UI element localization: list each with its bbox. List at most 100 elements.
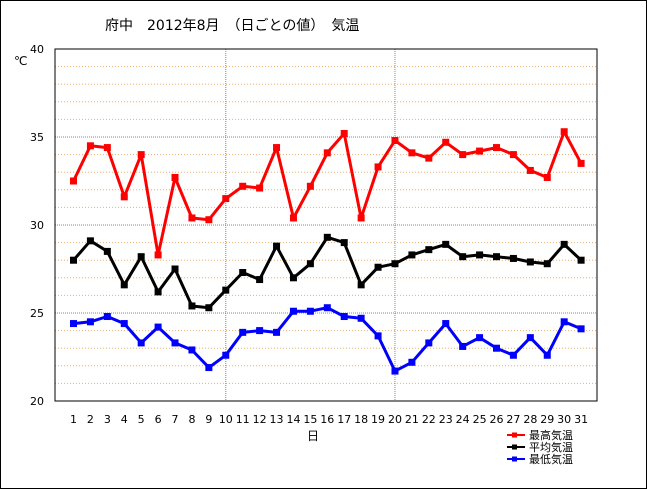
x-tick-label: 1 — [70, 413, 77, 426]
data-point — [459, 253, 467, 261]
data-point — [391, 367, 399, 375]
data-point — [103, 313, 111, 321]
data-point — [273, 242, 281, 250]
chart-title: 府中 2012年8月 （日ごとの値） 気温 — [105, 18, 359, 34]
data-point — [306, 260, 314, 268]
data-point — [577, 256, 585, 264]
x-tick-label: 28 — [523, 413, 537, 426]
data-point — [391, 260, 399, 268]
x-tick-label: 29 — [540, 413, 554, 426]
data-point — [543, 351, 551, 359]
x-tick-label: 17 — [337, 413, 351, 426]
data-point — [273, 144, 281, 152]
data-point — [188, 346, 196, 354]
x-tick-label: 2 — [87, 413, 94, 426]
x-tick-label: 24 — [456, 413, 470, 426]
x-tick-label: 26 — [490, 413, 504, 426]
legend-label: 最低気温 — [529, 452, 573, 466]
y-tick-label: 40 — [30, 43, 44, 56]
data-point — [577, 159, 585, 167]
legend-marker — [512, 456, 517, 462]
plot-area — [54, 48, 598, 402]
y-tick-label: 35 — [30, 131, 44, 144]
data-point — [103, 247, 111, 255]
data-point — [408, 251, 416, 259]
data-point — [425, 246, 433, 254]
data-point — [137, 253, 145, 261]
y-tick-label: 20 — [30, 395, 44, 408]
data-point — [205, 304, 213, 312]
data-point — [493, 344, 500, 352]
x-tick-label: 20 — [388, 413, 402, 426]
data-point — [103, 144, 111, 152]
data-point — [289, 274, 297, 282]
data-point — [509, 151, 517, 159]
y-axis-unit: ℃ — [14, 54, 27, 68]
data-point — [137, 339, 145, 347]
data-point — [408, 149, 416, 157]
data-point — [442, 320, 450, 328]
legend-marker — [512, 432, 517, 438]
x-tick-label: 3 — [104, 413, 111, 426]
data-point — [154, 288, 162, 296]
data-point — [188, 214, 196, 222]
x-tick-label: 21 — [405, 413, 419, 426]
data-point — [205, 216, 213, 224]
data-point — [391, 137, 399, 145]
data-point — [256, 327, 264, 335]
data-point — [340, 239, 348, 247]
legend-label: 最高気温 — [529, 428, 573, 442]
data-point — [256, 184, 264, 192]
data-point — [459, 342, 467, 350]
x-tick-label: 12 — [253, 413, 267, 426]
data-point — [340, 129, 348, 137]
data-point — [289, 307, 297, 315]
data-point — [239, 269, 247, 277]
data-point — [323, 233, 331, 241]
x-tick-labels: 1 2 3 4 5 6 7 8 9 10 11 12 13 14 15 16 17 18 19 20 21 22 23 24 2… — [70, 413, 588, 426]
x-tick-label: 15 — [303, 413, 317, 426]
data-point — [188, 302, 196, 310]
data-point — [289, 214, 297, 222]
data-point — [171, 339, 179, 347]
x-tick-label: 4 — [121, 413, 128, 426]
data-point — [120, 281, 128, 289]
x-tick-label: 19 — [371, 413, 385, 426]
data-point — [205, 364, 213, 372]
x-tick-label: 23 — [439, 413, 453, 426]
data-point — [425, 154, 433, 162]
data-point — [70, 320, 77, 328]
series-line-3 — [73, 306, 582, 373]
data-point — [526, 258, 534, 266]
data-point — [357, 214, 365, 222]
data-point — [273, 328, 281, 336]
x-tick-label: 9 — [205, 413, 212, 426]
x-tick-label: 8 — [188, 413, 195, 426]
data-point — [509, 351, 517, 359]
data-point — [120, 320, 128, 328]
x-tick-label: 14 — [286, 413, 300, 426]
x-tick-label: 22 — [422, 413, 436, 426]
data-point — [493, 144, 500, 152]
data-point — [374, 332, 382, 340]
x-tick-label: 27 — [506, 413, 520, 426]
x-tick-label: 25 — [473, 413, 487, 426]
data-point — [306, 307, 314, 315]
x-tick-label: 18 — [354, 413, 368, 426]
data-point — [323, 149, 331, 157]
data-point — [408, 358, 416, 366]
data-point — [86, 318, 94, 326]
data-point — [442, 240, 450, 248]
x-tick-label: 7 — [172, 413, 179, 426]
data-point — [70, 256, 77, 264]
data-point — [560, 240, 568, 248]
data-point — [425, 339, 433, 347]
data-point — [137, 151, 145, 159]
x-tick-label: 16 — [320, 413, 334, 426]
data-point — [222, 351, 230, 359]
data-point — [222, 286, 230, 294]
grid — [54, 48, 598, 402]
data-point — [222, 195, 230, 203]
data-point — [493, 253, 500, 261]
